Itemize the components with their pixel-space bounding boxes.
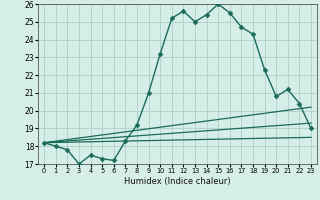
X-axis label: Humidex (Indice chaleur): Humidex (Indice chaleur) <box>124 177 231 186</box>
